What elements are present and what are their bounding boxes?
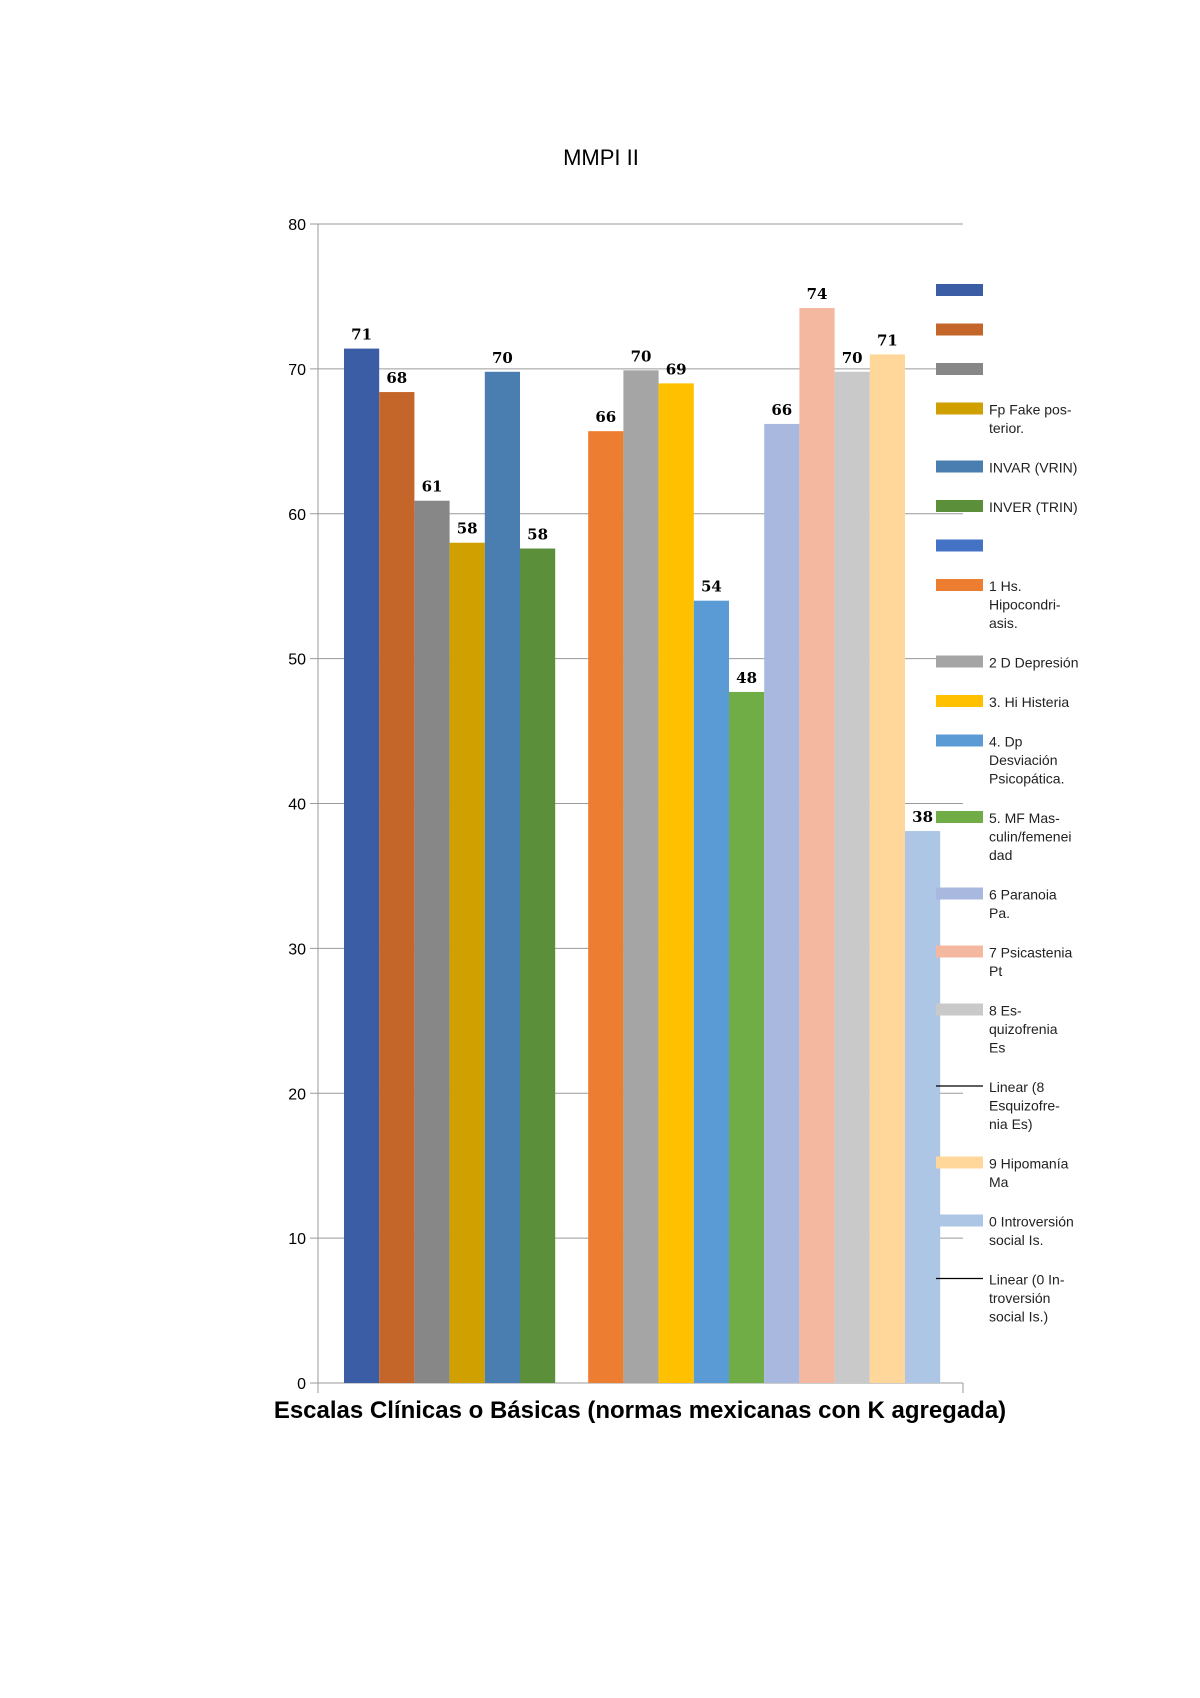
bar — [693, 600, 729, 1383]
legend-label: Fp Fake pos-terior. — [989, 402, 1072, 437]
legend-label: 0 Introversión social Is. — [989, 1214, 1074, 1249]
data-label: 61 — [422, 478, 443, 496]
data-label: 58 — [527, 526, 548, 544]
bar — [905, 831, 941, 1383]
legend-swatch — [936, 539, 983, 552]
legend-swatch — [936, 323, 983, 336]
bar — [623, 370, 659, 1384]
data-label: 66 — [595, 408, 616, 426]
legend-label: 1 Hs. Hipocondri-asis. — [989, 578, 1061, 631]
legend-label: 4. Dp Desviación Psicopática. — [989, 734, 1064, 787]
bars — [344, 308, 941, 1384]
x-axis-label: Escalas Clínicas o Básicas (normas mexic… — [274, 1397, 1006, 1424]
data-label: 38 — [912, 808, 933, 826]
bar — [344, 348, 380, 1383]
bar — [379, 392, 415, 1383]
legend-swatch — [936, 655, 983, 668]
chart-title: MMPI II — [563, 145, 639, 170]
bar — [869, 354, 905, 1384]
legend-swatch — [936, 1214, 983, 1227]
legend-label: 5. MF Mas-culin/femenei dad — [989, 810, 1072, 863]
data-label: 71 — [351, 326, 372, 344]
legend-swatch — [936, 1156, 983, 1169]
legend-label: 2 D Depresión — [989, 655, 1079, 671]
legend-swatch — [936, 402, 983, 415]
y-tick-label: 40 — [288, 797, 306, 814]
legend-swatch — [936, 579, 983, 591]
y-tick-label: 70 — [288, 362, 306, 379]
bar — [834, 371, 870, 1384]
data-label: 68 — [386, 369, 407, 387]
legend-label: 3. Hi Histeria — [989, 694, 1069, 710]
legend-swatch — [936, 734, 983, 747]
legend-swatch — [936, 695, 983, 707]
legend-label: 7 Psicastenia Pt — [989, 945, 1072, 980]
legend-swatch — [936, 811, 983, 823]
bar — [799, 308, 835, 1384]
y-tick-label: 50 — [288, 652, 306, 669]
bar — [729, 691, 765, 1383]
y-tick-label: 20 — [288, 1086, 306, 1103]
data-label: 70 — [492, 349, 513, 367]
bar — [484, 371, 520, 1384]
legend: Fp Fake pos-terior. INVAR (VRIN) INVER (TR… — [936, 284, 1079, 1325]
data-label: 58 — [457, 520, 478, 538]
legend-swatch — [936, 500, 983, 512]
y-tick-label: 30 — [288, 941, 306, 958]
y-tick-label: 60 — [288, 507, 306, 524]
data-label: 74 — [807, 285, 828, 303]
legend-swatch — [936, 460, 983, 473]
data-labels: 71 68 61 58 70 58 66 70 69 54 48 66 74 70 71 38 — [351, 285, 933, 826]
data-label: 69 — [666, 360, 687, 378]
data-label: 54 — [701, 578, 722, 596]
legend-label: 9 Hipomanía Ma — [989, 1156, 1069, 1191]
y-tick-label: 10 — [288, 1231, 306, 1248]
legend-swatch — [936, 363, 983, 375]
data-label: 48 — [736, 669, 757, 687]
legend-swatch — [936, 945, 983, 958]
bar — [520, 548, 556, 1383]
y-tick-label: 80 — [288, 217, 306, 234]
y-tick-label: 0 — [297, 1376, 306, 1393]
legend-label: Linear (8 Esquizofre-nia Es) — [989, 1079, 1060, 1132]
legend-label: Linear (0 In-troversión social Is.) — [989, 1272, 1065, 1325]
legend-label: INVER (TRIN) — [989, 499, 1078, 515]
bar — [658, 383, 694, 1383]
legend-label: 8 Es-quizofrenia Es — [989, 1003, 1058, 1056]
data-label: 71 — [877, 331, 898, 349]
data-label: 70 — [631, 347, 652, 365]
legend-label: INVAR (VRIN) — [989, 460, 1077, 476]
bar — [449, 542, 485, 1383]
legend-swatch — [936, 887, 983, 900]
bar — [764, 423, 800, 1383]
data-label: 70 — [842, 349, 863, 367]
bar — [588, 431, 624, 1383]
legend-label: 6 Paranoia Pa. — [989, 887, 1057, 922]
legend-swatch — [936, 1003, 983, 1016]
data-label: 66 — [771, 401, 792, 419]
bar — [414, 500, 450, 1383]
legend-swatch — [936, 284, 983, 296]
